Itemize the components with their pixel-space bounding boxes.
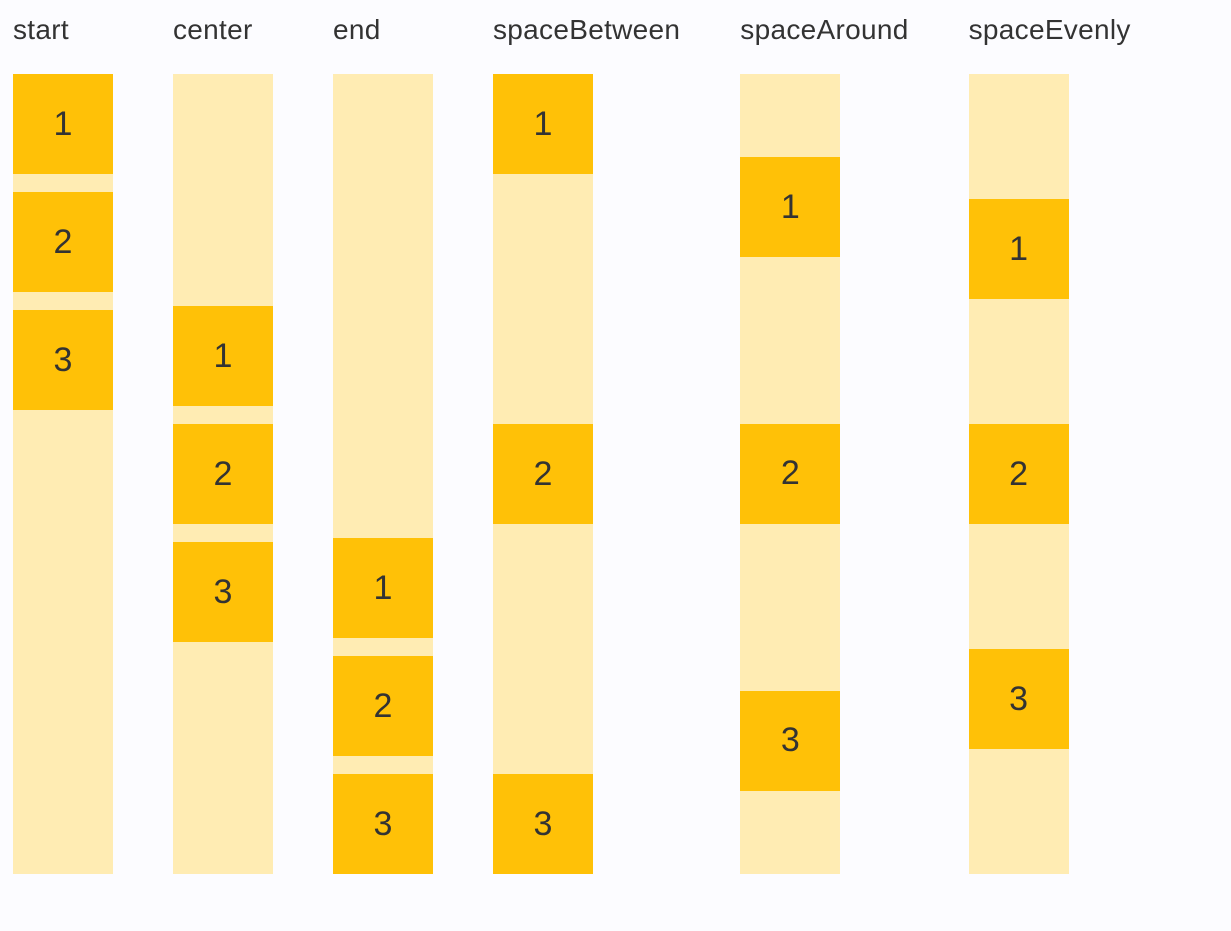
column-spaceEvenly: spaceEvenly 1 2 3 bbox=[968, 12, 1131, 874]
flex-item-box: 1 bbox=[333, 538, 433, 638]
alignment-track: 1 2 3 bbox=[968, 74, 1069, 874]
column-center: center 1 2 3 bbox=[173, 12, 273, 874]
column-label: start bbox=[13, 14, 69, 45]
alignment-track: 1 2 3 bbox=[493, 74, 593, 874]
flex-item-box: 1 bbox=[173, 306, 273, 406]
column-start: start 1 2 3 bbox=[13, 12, 113, 874]
alignment-track: 1 2 3 bbox=[333, 74, 433, 874]
flex-item-box: 3 bbox=[740, 690, 841, 791]
flex-item-box: 2 bbox=[173, 424, 273, 524]
alignment-track: 1 2 3 bbox=[13, 74, 113, 874]
column-label: end bbox=[333, 14, 381, 45]
column-label: center bbox=[173, 14, 253, 45]
flex-item-box: 3 bbox=[333, 774, 433, 874]
flex-item-box: 3 bbox=[173, 542, 273, 642]
flex-item-box: 1 bbox=[493, 74, 593, 174]
flex-item-box: 1 bbox=[13, 74, 113, 174]
flex-item-box: 2 bbox=[13, 192, 113, 292]
column-spaceAround: spaceAround 1 2 3 bbox=[740, 12, 908, 874]
flex-item-box: 2 bbox=[740, 423, 841, 524]
column-end: end 1 2 3 bbox=[333, 12, 433, 874]
flex-item-box: 3 bbox=[493, 774, 593, 874]
flex-item-box: 2 bbox=[493, 424, 593, 524]
flex-item-box: 3 bbox=[13, 310, 113, 410]
flex-item-box: 2 bbox=[333, 656, 433, 756]
column-label: spaceAround bbox=[740, 14, 909, 45]
flex-item-box: 2 bbox=[968, 424, 1069, 524]
column-label: spaceBetween bbox=[493, 14, 681, 45]
flex-item-box: 3 bbox=[968, 649, 1069, 749]
flex-item-box: 1 bbox=[740, 157, 841, 258]
flex-item-box: 1 bbox=[968, 199, 1069, 299]
column-spaceBetween: spaceBetween 1 2 3 bbox=[493, 12, 680, 874]
alignment-track: 1 2 3 bbox=[740, 74, 841, 874]
column-label: spaceEvenly bbox=[968, 14, 1131, 45]
alignment-track: 1 2 3 bbox=[173, 74, 273, 874]
